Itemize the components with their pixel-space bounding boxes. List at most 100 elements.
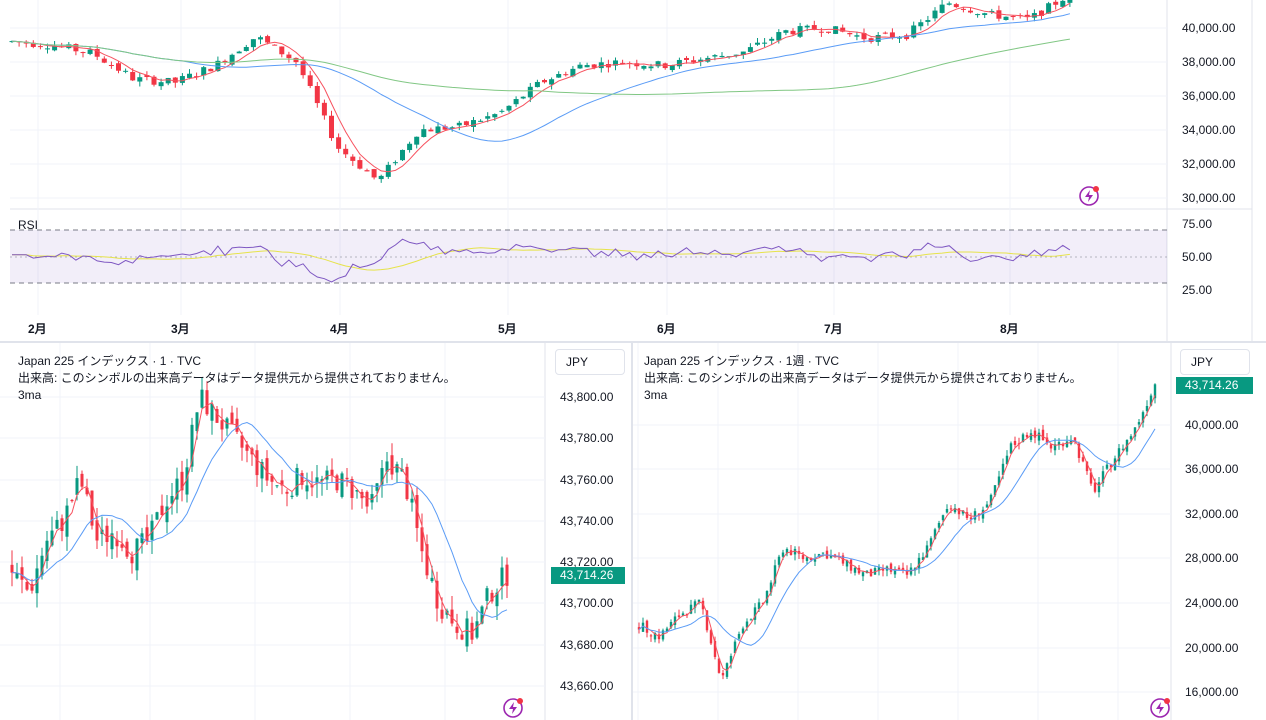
week-candle-body bbox=[661, 630, 665, 640]
main-candle-body bbox=[1003, 16, 1009, 20]
volume-note: 出来高: このシンボルの出来高データはデータ提供元から提供されておりません。 bbox=[644, 371, 1082, 385]
week-candle-body bbox=[801, 555, 805, 560]
indicator-label[interactable]: 3ma bbox=[18, 388, 42, 402]
min-candle-body bbox=[65, 505, 69, 537]
chart-weekly-pane[interactable]: Japan 225 インデックス · 1週 · TVC 出来高: このシンボルの… bbox=[633, 343, 1266, 720]
main-candle-body bbox=[897, 37, 902, 39]
week-candle-body bbox=[905, 569, 909, 575]
min-candle-body bbox=[275, 485, 279, 487]
main-candle-body bbox=[364, 170, 370, 172]
main-candle-body bbox=[591, 64, 597, 68]
week-candle-body bbox=[681, 613, 685, 616]
lightning-icon[interactable] bbox=[1078, 185, 1100, 207]
min-candle-body bbox=[300, 473, 304, 485]
week-candle-body bbox=[961, 510, 965, 514]
currency-button[interactable]: JPY bbox=[1180, 349, 1250, 375]
main-candle-body bbox=[123, 70, 129, 72]
min-candle-body bbox=[355, 489, 359, 492]
symbol-title[interactable]: Japan 225 インデックス · 1週 · TVC bbox=[644, 354, 840, 368]
week-candle-body bbox=[741, 628, 745, 634]
week-candle-body bbox=[705, 610, 709, 631]
chart-1min-svg[interactable] bbox=[0, 343, 631, 720]
main-candle-body bbox=[187, 73, 192, 78]
main-candle-body bbox=[165, 77, 171, 84]
main-candle-body bbox=[733, 54, 739, 56]
pane-divider[interactable] bbox=[0, 341, 1266, 343]
week-candle-body bbox=[1085, 461, 1089, 472]
main-chart-pane[interactable]: 40,000.00 38,000.00 36,000.00 34,000.00 32,0… bbox=[0, 0, 1266, 341]
week-candle-body bbox=[781, 552, 785, 557]
price-axis-label: 20,000.00 bbox=[1185, 641, 1239, 655]
week-candle-body bbox=[1057, 441, 1061, 445]
lightning-icon[interactable] bbox=[502, 697, 524, 719]
price-axis-label: 36,000.00 bbox=[1182, 89, 1236, 103]
min-candle-body bbox=[400, 468, 404, 472]
min-candle-body bbox=[390, 455, 394, 475]
week-candle-body bbox=[717, 658, 721, 673]
main-candle-body bbox=[698, 59, 704, 62]
currency-button[interactable]: JPY bbox=[555, 349, 625, 375]
week-candle-body bbox=[1005, 455, 1009, 465]
min-candle-body bbox=[60, 518, 64, 532]
week-candle-body bbox=[669, 621, 673, 628]
min-candle-body bbox=[105, 525, 109, 543]
week-candle-body bbox=[1149, 395, 1153, 406]
last-price-tag: 43,714.26 bbox=[1176, 377, 1253, 394]
week-candle-body bbox=[1053, 444, 1057, 451]
main-candle-body bbox=[478, 120, 484, 122]
main-candle-body bbox=[400, 149, 405, 161]
week-candle-body bbox=[1021, 434, 1025, 442]
main-candle-body bbox=[975, 14, 981, 16]
main-candle-body bbox=[939, 4, 945, 13]
week-candle-body bbox=[1041, 429, 1045, 441]
main-candle-body bbox=[357, 160, 363, 169]
main-candle-body bbox=[307, 75, 313, 86]
main-candle-body bbox=[684, 57, 689, 61]
min-candle-body bbox=[265, 458, 269, 481]
lightning-icon[interactable] bbox=[1149, 697, 1171, 719]
main-candle-body bbox=[179, 76, 185, 83]
min-candle-body bbox=[370, 494, 374, 503]
chart-1min-pane[interactable]: Japan 225 インデックス · 1 · TVC 出来高: このシンボルの出… bbox=[0, 343, 631, 720]
min-candle-body bbox=[330, 469, 334, 476]
main-candle-body bbox=[449, 127, 455, 129]
main-candle-body bbox=[492, 114, 498, 118]
main-candle-body bbox=[350, 156, 356, 161]
main-candle-body bbox=[826, 31, 831, 33]
main-candle-body bbox=[279, 46, 285, 55]
week-candle-body bbox=[829, 555, 833, 558]
ma-mid-line bbox=[11, 421, 508, 618]
indicator-label[interactable]: 3ma bbox=[644, 388, 668, 402]
week-candle-body bbox=[925, 545, 929, 558]
min-candle-body bbox=[70, 499, 74, 502]
pane-divider-vertical[interactable] bbox=[631, 343, 633, 720]
main-candle-body bbox=[421, 129, 427, 137]
main-chart-svg[interactable] bbox=[0, 0, 1266, 341]
main-candle-body bbox=[378, 175, 384, 180]
price-axis-label: 32,000.00 bbox=[1182, 157, 1236, 171]
min-candle-body bbox=[35, 568, 39, 594]
min-candle-body bbox=[465, 618, 469, 647]
week-candle-body bbox=[773, 565, 777, 584]
main-candle-body bbox=[946, 3, 952, 5]
week-candle-body bbox=[889, 563, 893, 572]
main-candle-body bbox=[854, 35, 860, 37]
min-candle-body bbox=[15, 572, 19, 579]
main-candle-body bbox=[229, 54, 235, 65]
main-candle-body bbox=[868, 38, 874, 42]
week-candle-body bbox=[793, 548, 797, 555]
week-candle-body bbox=[973, 511, 977, 520]
week-candle-body bbox=[953, 508, 957, 513]
min-candle-body bbox=[295, 467, 299, 496]
week-candle-body bbox=[1101, 471, 1105, 484]
min-candle-body bbox=[315, 477, 319, 484]
min-candle-body bbox=[195, 412, 199, 431]
main-candle-body bbox=[797, 26, 803, 37]
min-candle-body bbox=[180, 471, 184, 491]
main-candle-body bbox=[1039, 10, 1044, 17]
main-candle-body bbox=[300, 61, 306, 76]
symbol-title[interactable]: Japan 225 インデックス · 1 · TVC bbox=[18, 354, 202, 368]
rsi-band bbox=[10, 230, 1167, 283]
main-candle-body bbox=[527, 86, 533, 98]
chart-weekly-svg[interactable] bbox=[633, 343, 1266, 720]
